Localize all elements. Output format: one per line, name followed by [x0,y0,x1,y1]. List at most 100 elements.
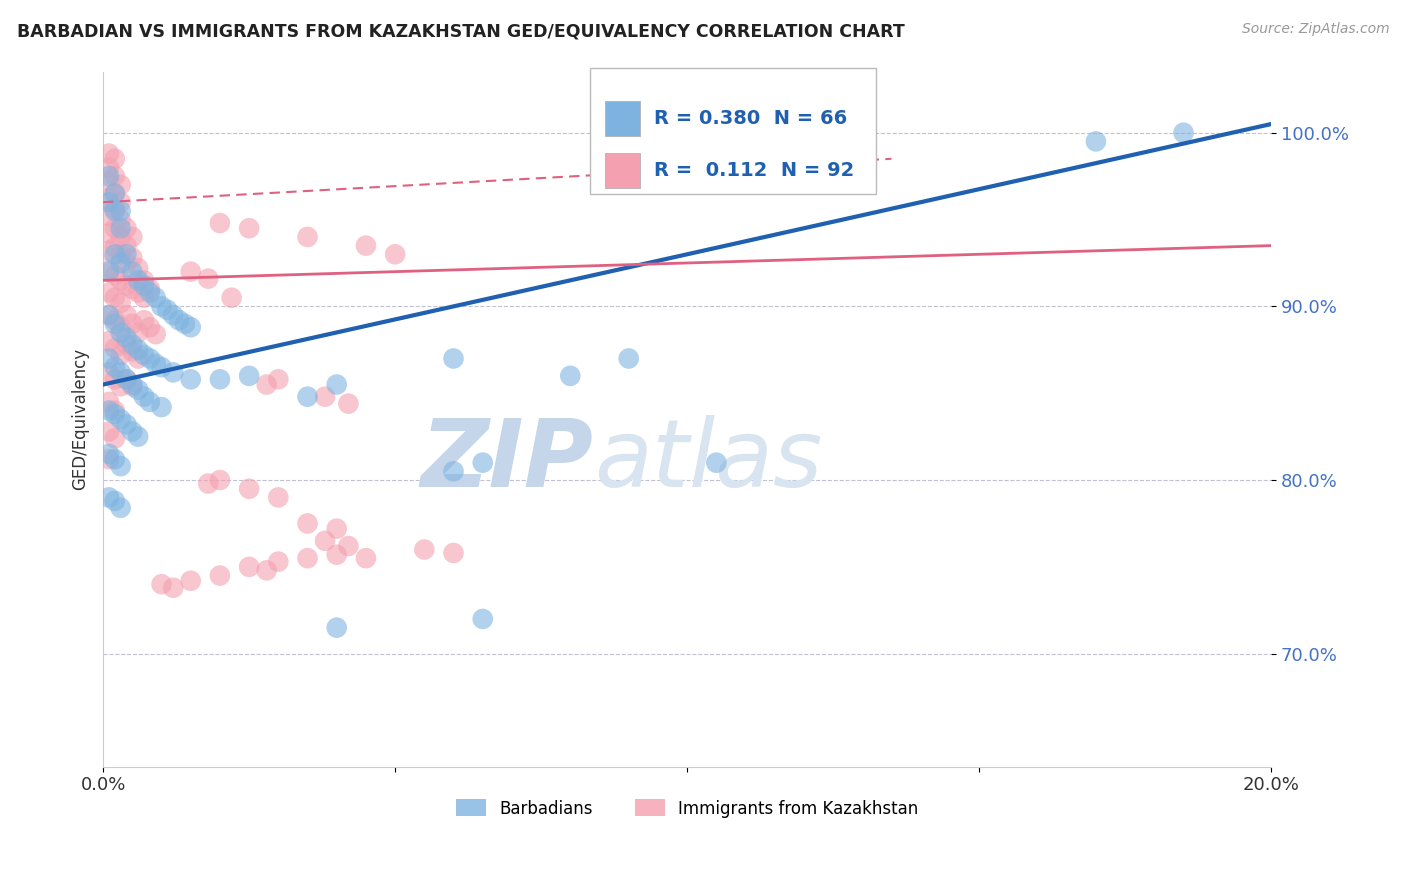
Point [98,209,121,223]
Point [104,291,127,305]
Point [132,390,155,404]
Point [104,268,127,282]
Point [110,348,132,362]
Point [208,216,231,230]
Point [325,548,347,562]
Point [139,351,162,366]
Point [127,285,149,300]
Point [238,368,260,383]
Point [104,313,127,327]
Point [115,331,138,345]
Point [162,365,184,379]
Point [110,459,132,474]
Point [413,542,436,557]
Point [150,360,173,375]
Point [127,351,149,366]
Point [471,612,494,626]
Point [98,285,121,300]
Point [121,317,143,331]
Point [98,146,121,161]
Point [98,403,121,417]
Point [121,377,143,392]
Point [238,221,260,235]
Point [110,320,132,334]
Point [121,379,143,393]
Point [354,551,377,566]
Point [267,555,290,569]
Point [180,574,202,588]
Point [104,169,127,183]
Point [132,273,155,287]
Point [98,491,121,505]
Bar [606,101,640,136]
Point [110,365,132,379]
Point [127,429,149,443]
Point [167,313,190,327]
Point [115,372,138,386]
Text: Source: ZipAtlas.com: Source: ZipAtlas.com [1241,22,1389,37]
FancyBboxPatch shape [591,69,876,194]
Point [98,351,121,366]
Text: BARBADIAN VS IMMIGRANTS FROM KAZAKHSTAN GED/EQUIVALENCY CORRELATION CHART: BARBADIAN VS IMMIGRANTS FROM KAZAKHSTAN … [17,22,904,40]
Point [238,559,260,574]
Point [98,169,121,183]
Point [145,357,167,371]
Point [256,377,278,392]
Point [115,278,138,293]
Point [110,221,132,235]
Point [110,195,132,210]
Text: R =  0.112  N = 92: R = 0.112 N = 92 [654,161,855,180]
Point [115,221,138,235]
Point [325,377,347,392]
Point [162,308,184,322]
Point [443,351,465,366]
Point [127,273,149,287]
Point [104,203,127,218]
Point [127,261,149,276]
Point [208,372,231,386]
Point [1084,135,1107,149]
Point [180,372,202,386]
Point [98,161,121,175]
Point [98,425,121,439]
Point [221,291,243,305]
Point [104,317,127,331]
Point [115,308,138,322]
Point [104,202,127,216]
Point [314,533,336,548]
Point [208,473,231,487]
Point [110,203,132,218]
Point [98,227,121,241]
Point [98,395,121,409]
Point [314,390,336,404]
Point [162,581,184,595]
Point [110,212,132,227]
Point [98,174,121,188]
Point [156,302,179,317]
Point [337,397,360,411]
Point [121,230,143,244]
Point [132,313,155,327]
Point [98,192,121,206]
Y-axis label: GED/Equivalency: GED/Equivalency [72,348,89,491]
Point [115,417,138,432]
Point [110,500,132,515]
Point [127,343,149,357]
Point [104,494,127,508]
Point [110,379,132,393]
Point [98,195,121,210]
Point [132,278,155,293]
Point [617,351,640,366]
Point [145,291,167,305]
Point [121,337,143,351]
Point [443,546,465,560]
Text: R = 0.380  N = 66: R = 0.380 N = 66 [654,109,848,128]
Point [127,326,149,340]
Point [104,360,127,375]
Point [325,621,347,635]
Point [297,551,319,566]
Point [110,296,132,310]
Point [150,299,173,313]
Point [337,539,360,553]
Point [110,247,132,261]
